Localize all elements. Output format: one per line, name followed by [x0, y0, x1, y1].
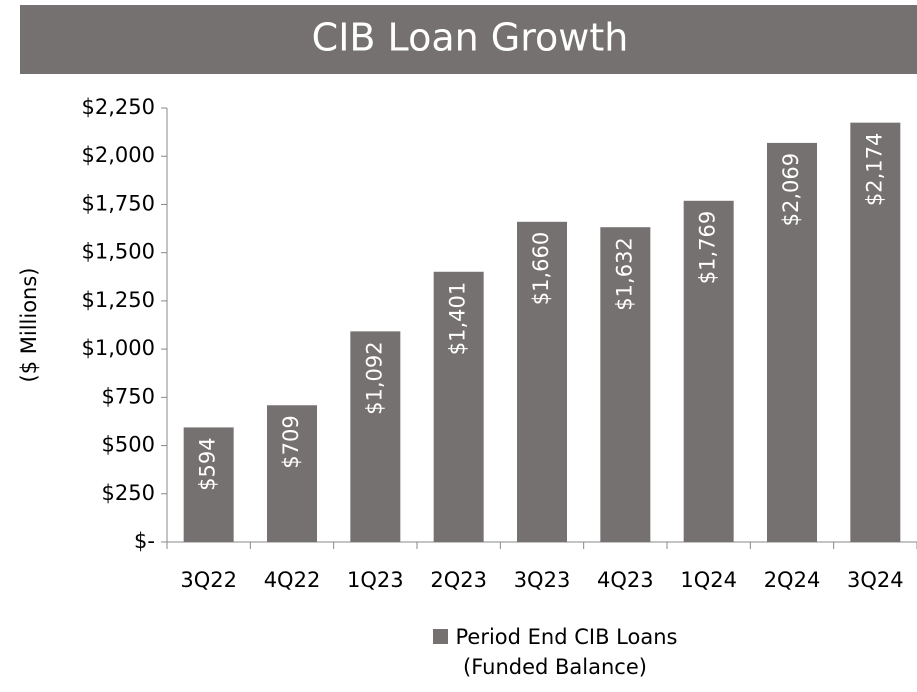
value-label: $1,769 — [696, 211, 720, 284]
y-tick-label: $1,000 — [82, 336, 155, 360]
legend-label: Period End CIB Loans (Funded Balance) — [455, 625, 678, 679]
y-tick-label: $- — [134, 529, 155, 553]
bar — [433, 271, 484, 542]
y-tick-label: $2,000 — [82, 143, 155, 167]
y-tick-label: $500 — [102, 433, 155, 457]
bar — [850, 122, 901, 543]
legend-swatch — [432, 629, 448, 644]
bar — [350, 331, 401, 542]
bar — [600, 227, 651, 543]
y-tick-label: $250 — [102, 481, 155, 505]
y-tick-label: $1,750 — [82, 191, 155, 215]
x-tick-label: 3Q22 — [180, 568, 237, 592]
y-tick-label: $1,500 — [82, 240, 155, 264]
title-banner — [20, 5, 917, 74]
x-tick-label: 1Q24 — [680, 568, 737, 592]
value-label: $2,174 — [862, 133, 886, 206]
x-tick-label: 4Q22 — [264, 568, 321, 592]
x-tick-label: 2Q24 — [764, 568, 821, 592]
chart-title: CIB Loan Growth — [312, 16, 629, 60]
value-label: $1,660 — [529, 232, 553, 305]
value-label: $709 — [279, 415, 303, 468]
bar — [517, 221, 567, 542]
value-label: $1,092 — [362, 341, 386, 414]
x-tick-label: 3Q23 — [514, 568, 571, 592]
x-tick-label: 2Q23 — [430, 568, 487, 592]
y-tick-label: $1,250 — [82, 288, 155, 312]
y-tick-label: $2,250 — [82, 95, 155, 119]
legend: Period End CIB Loans (Funded Balance) — [400, 622, 710, 682]
y-axis-label: ($ Millions) — [17, 268, 41, 383]
bar — [683, 200, 734, 543]
x-tick-label: 4Q23 — [597, 568, 654, 592]
bar — [267, 405, 317, 542]
x-tick-label: 1Q23 — [347, 568, 404, 592]
y-tick-label: $750 — [102, 384, 155, 408]
bar — [767, 142, 817, 542]
x-tick-label: 3Q24 — [847, 568, 904, 592]
value-label: $594 — [196, 437, 220, 490]
value-label: $2,069 — [779, 153, 803, 226]
value-label: $1,401 — [446, 282, 470, 355]
value-label: $1,632 — [612, 237, 636, 310]
bar — [183, 427, 234, 542]
